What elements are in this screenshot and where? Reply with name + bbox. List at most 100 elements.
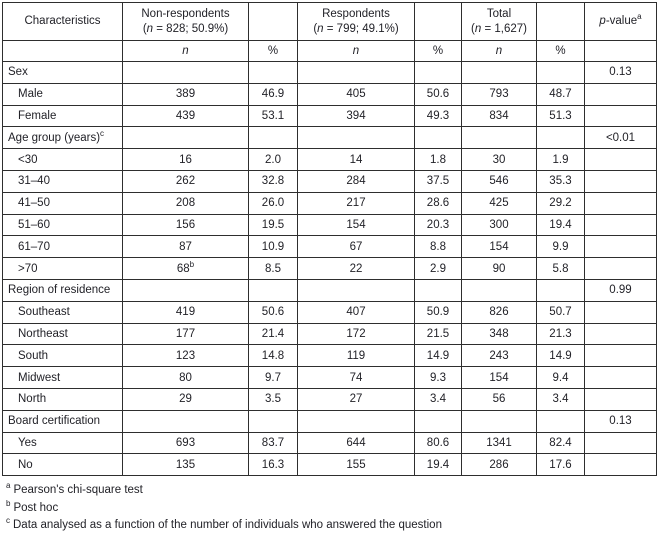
- cell-pvalue: [584, 257, 657, 280]
- cell-respondents-pct: 28.6: [414, 191, 462, 215]
- cell-total-n: 1341: [461, 431, 537, 455]
- cell-nonrespondents-pct: 8.5: [248, 257, 298, 280]
- cell-total-pct: [536, 278, 585, 302]
- cell-nonrespondents-pct: [248, 126, 298, 150]
- cell-total-n: 546: [461, 169, 537, 193]
- cell-respondents-pct: 49.3: [414, 104, 462, 128]
- cell-total-pct: 35.3: [536, 169, 585, 193]
- cell-respondents-pct: [414, 126, 462, 150]
- table-body: Sex 0.13 Male 389 46.9 405 50.6 793 48.7 Female 43…: [2, 61, 657, 477]
- data-row: 41–50 208 26.0 217 28.6 425 29.2: [2, 191, 657, 215]
- row-label: 31–40: [2, 169, 123, 193]
- cell-nonrespondents-pct: 21.4: [248, 322, 298, 346]
- data-row: Male 389 46.9 405 50.6 793 48.7: [2, 82, 657, 106]
- cell-nonrespondents-n: 439: [122, 104, 249, 128]
- data-row: Northeast 177 21.4 172 21.5 348 21.3: [2, 322, 657, 346]
- cell-respondents-n: [297, 61, 415, 84]
- cell-respondents-n: [297, 278, 415, 302]
- cell-respondents-pct: 37.5: [414, 169, 462, 193]
- cell-pvalue: 0.13: [584, 409, 657, 433]
- cell-total-n: 793: [461, 82, 537, 106]
- cell-pvalue: [584, 191, 657, 215]
- cell-pvalue: [584, 213, 657, 237]
- footnote-marker: b: [6, 498, 11, 508]
- cell-respondents-n: 407: [297, 300, 415, 324]
- cell-nonrespondents-n: 262: [122, 169, 249, 193]
- cell-respondents-n: 14: [297, 148, 415, 171]
- cell-nonrespondents-pct: 32.8: [248, 169, 298, 193]
- cell-total-pct: 3.4: [536, 387, 585, 411]
- cell-total-n: 90: [461, 257, 537, 280]
- data-row: 61–70 87 10.9 67 8.8 154 9.9: [2, 235, 657, 259]
- cell-nonrespondents-n: [122, 278, 249, 302]
- cell-respondents-pct: 19.4: [414, 453, 462, 477]
- footnote-b: b Post hoc: [6, 498, 656, 518]
- cell-respondents-pct: [414, 278, 462, 302]
- footnote-text: Data analysed as a function of the numbe…: [13, 519, 442, 532]
- cell-nonrespondents-n: 68b: [122, 257, 249, 280]
- row-label: 61–70: [2, 235, 123, 259]
- cell-pvalue: [584, 169, 657, 193]
- footnotes: a Pearson's chi-square test b Post hoc c Data…: [2, 476, 656, 535]
- cell-nonrespondents-pct: 2.0: [248, 148, 298, 171]
- data-row: 51–60 156 19.5 154 20.3 300 19.4: [2, 213, 657, 237]
- cell-respondents-pct: [414, 61, 462, 84]
- row-label: 41–50: [2, 191, 123, 215]
- cell-nonrespondents-n: 16: [122, 148, 249, 171]
- cell-total-n: 348: [461, 322, 537, 346]
- footnote-marker: a: [6, 481, 11, 491]
- cell-respondents-pct: 14.9: [414, 344, 462, 368]
- cell-respondents-pct: 1.8: [414, 148, 462, 171]
- cell-nonrespondents-n: [122, 61, 249, 84]
- cell-respondents-n: [297, 409, 415, 433]
- cell-nonrespondents-n: 208: [122, 191, 249, 215]
- cell-respondents-n: 394: [297, 104, 415, 128]
- cell-pvalue: [584, 431, 657, 455]
- cell-total-n: 826: [461, 300, 537, 324]
- column-header-respondents: Respondents (n = 799; 49.1%): [297, 2, 415, 41]
- section-row: Region of residence 0.99: [2, 278, 657, 302]
- cell-nonrespondents-pct: 50.6: [248, 300, 298, 324]
- row-label: Southeast: [2, 300, 123, 324]
- cell-nonrespondents-pct: 19.5: [248, 213, 298, 237]
- cell-pvalue: [584, 322, 657, 346]
- cell-total-pct: 29.2: [536, 191, 585, 215]
- cell-total-n: [461, 278, 537, 302]
- header-row-groups: Characteristics Non-respondents (n = 828…: [2, 2, 657, 41]
- cell-respondents-pct: 8.8: [414, 235, 462, 259]
- cell-nonrespondents-pct: 46.9: [248, 82, 298, 106]
- cell-total-pct: 50.7: [536, 300, 585, 324]
- cell-total-n: 56: [461, 387, 537, 411]
- data-row: 31–40 262 32.8 284 37.5 546 35.3: [2, 169, 657, 193]
- cell-total-pct: [536, 409, 585, 433]
- cell-total-n: [461, 61, 537, 84]
- cell-total-n: 834: [461, 104, 537, 128]
- cell-respondents-pct: 21.5: [414, 322, 462, 346]
- row-label: Age group (years)c: [2, 126, 123, 150]
- row-label: North: [2, 387, 123, 411]
- subheader-n: n: [297, 40, 415, 62]
- cell-total-pct: 9.9: [536, 235, 585, 259]
- subheader-spacer: [2, 40, 123, 62]
- subheader-pct: %: [414, 40, 462, 62]
- row-label: Northeast: [2, 322, 123, 346]
- footnote-a: a Pearson's chi-square test: [6, 482, 656, 500]
- row-label: Male: [2, 82, 123, 106]
- cell-pvalue: <0.01: [584, 126, 657, 150]
- header-row-subheaders: n % n % n %: [2, 40, 657, 62]
- cell-total-pct: 48.7: [536, 82, 585, 106]
- row-label: <30: [2, 148, 123, 171]
- cell-pvalue: [584, 104, 657, 128]
- cell-nonrespondents-n: 156: [122, 213, 249, 237]
- cell-nonrespondents-pct: 83.7: [248, 431, 298, 455]
- cell-pvalue: [584, 344, 657, 368]
- section-row: Board certification 0.13: [2, 409, 657, 433]
- cell-respondents-n: 27: [297, 387, 415, 411]
- cell-respondents-n: 119: [297, 344, 415, 368]
- cell-respondents-n: 74: [297, 366, 415, 389]
- column-header-pvalue: p-valuea: [584, 2, 657, 41]
- header-spacer: [414, 2, 462, 41]
- cell-total-pct: 14.9: [536, 344, 585, 368]
- row-label: Yes: [2, 431, 123, 455]
- data-row: Southeast 419 50.6 407 50.9 826 50.7: [2, 300, 657, 324]
